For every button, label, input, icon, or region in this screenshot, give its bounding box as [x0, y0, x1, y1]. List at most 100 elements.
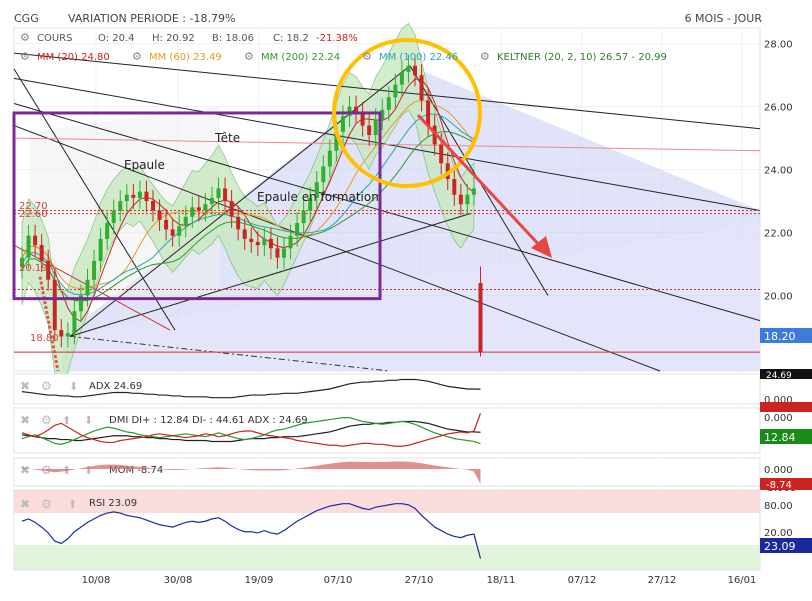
- rsi-tick-20: 20.00: [764, 528, 793, 539]
- pattern-frame: [12, 111, 382, 301]
- gear-icon[interactable]: ⚙: [41, 413, 52, 427]
- moving-average-line: [21, 131, 475, 302]
- highlight-circle: [332, 38, 482, 188]
- candle-body: [478, 282, 483, 353]
- candle-body: [164, 219, 169, 230]
- candle-body: [249, 238, 254, 242]
- rsi-label: RSI 23.09: [89, 498, 137, 509]
- candle-body: [288, 235, 293, 249]
- trend-line: [13, 125, 661, 372]
- candle-body: [216, 188, 221, 198]
- dotted-trend-line: [38, 276, 60, 372]
- candle-body: [78, 295, 83, 312]
- arrow-up-icon[interactable]: ⬆: [68, 498, 77, 511]
- candle-body: [209, 197, 214, 205]
- x-tick-label: 19/09: [245, 575, 274, 586]
- variation-label: VARIATION PERIODE : -18.79%: [68, 12, 235, 25]
- x-tick-label: 27/12: [648, 575, 677, 586]
- y-tick-label: 24.00: [764, 166, 793, 177]
- candle-body: [118, 201, 123, 211]
- rsi-tick-80: 80.00: [764, 501, 793, 512]
- annotation-epaule-formation: Epaule en formation: [257, 190, 379, 204]
- gear-icon[interactable]: ⚙: [41, 497, 52, 511]
- dmi-value-tag: 12.84: [764, 431, 796, 444]
- trend-line: [13, 137, 761, 152]
- legend-keltner: KELTNER (20, 2, 10) 26.57 - 20.99: [497, 52, 667, 63]
- mom-tick-0: 0.000: [764, 465, 793, 476]
- mom-panel: ✖ ⚙ ⬆ ⬇ MOM -8.74 0.000 -5.000 -8.74: [13, 457, 812, 494]
- period-label[interactable]: 6 MOIS - JOUR: [685, 12, 763, 25]
- candle-body: [26, 235, 31, 258]
- gear-icon[interactable]: ⚙: [362, 50, 372, 63]
- candle-body: [301, 210, 306, 224]
- legend-mm100: MM (100) 22.46: [379, 52, 458, 63]
- x-axis: 10/08 30/08 19/09 07/10 27/10 18/11 07/12 27/12…: [82, 575, 757, 586]
- gear-icon[interactable]: ⚙: [20, 31, 30, 44]
- main-y-axis: 20.00 22.00 24.00 26.00 28.00: [764, 40, 793, 303]
- gear-icon[interactable]: ⚙: [20, 50, 30, 63]
- candle-body: [340, 116, 345, 132]
- indicator-line: [21, 503, 482, 559]
- y-tick-label: 28.00: [764, 40, 793, 51]
- arrow-down-icon[interactable]: ⬇: [84, 464, 93, 477]
- candle-body: [439, 144, 444, 164]
- candle-body: [20, 257, 24, 268]
- candle-body: [268, 238, 273, 249]
- gear-icon[interactable]: ⚙: [41, 379, 52, 393]
- gear-icon[interactable]: ⚙: [132, 50, 142, 63]
- gear-icon[interactable]: ⚙: [480, 50, 490, 63]
- candle-body: [59, 330, 64, 337]
- x-tick-label: 07/12: [568, 575, 597, 586]
- candle-body: [354, 106, 359, 113]
- candle-body: [255, 241, 260, 246]
- rsi-value-tag: 23.09: [764, 540, 796, 553]
- indicator-line: [21, 413, 482, 447]
- adx-label: ADX 24.69: [89, 381, 142, 392]
- close-icon[interactable]: ✖: [20, 379, 30, 393]
- trend-line: [69, 213, 471, 337]
- candle-body: [465, 194, 470, 205]
- y-tick-label: 26.00: [764, 103, 793, 114]
- candle-body: [314, 182, 319, 198]
- ticker-label: CGG: [14, 12, 39, 25]
- close-icon[interactable]: ✖: [20, 497, 30, 511]
- candle-body: [308, 197, 313, 211]
- moving-average-line: [21, 78, 475, 322]
- legend-mm20: MM (20) 24.80: [37, 52, 110, 63]
- rsi-panel: ✖ ⚙ ⬆ RSI 23.09 80.00 20.00 23.09: [13, 489, 812, 571]
- y-tick-label: 20.00: [764, 291, 793, 302]
- candle-body: [426, 100, 431, 126]
- candle-body: [262, 238, 267, 246]
- candle-body: [321, 166, 326, 183]
- dotted-trend-line: [69, 335, 391, 372]
- candle-body: [295, 223, 300, 236]
- candle-body: [419, 75, 424, 101]
- x-tick-label: 27/10: [405, 575, 434, 586]
- legend-mm200: MM (200) 22.24: [261, 52, 340, 63]
- adx-panel: ✖ ⚙ ⬇ ADX 24.69 0.000 24.69: [13, 369, 812, 406]
- close-icon[interactable]: ✖: [20, 463, 30, 477]
- arrow-down-icon[interactable]: ⬇: [84, 414, 93, 427]
- legend-cours: COURS: [37, 33, 72, 44]
- momentum-area: [22, 461, 481, 484]
- candle-body: [367, 125, 372, 135]
- candle-body: [196, 207, 201, 211]
- price-tag: 18.20: [760, 328, 812, 343]
- candle-body: [170, 229, 175, 236]
- dmi-label: DMI DI+ : 12.84 DI- : 44.61 ADX : 24.69: [109, 415, 308, 426]
- arrow-up-icon[interactable]: ⬆: [62, 414, 71, 427]
- dmi-tick-0: 0.000: [764, 413, 793, 424]
- trend-arrow: [416, 113, 544, 250]
- arrow-down-icon[interactable]: ⬇: [69, 380, 78, 393]
- candle-body: [98, 238, 103, 261]
- candle-body: [183, 216, 188, 227]
- candle-body: [236, 216, 241, 230]
- candle-body: [52, 279, 57, 331]
- gear-icon[interactable]: ⚙: [244, 50, 254, 63]
- candle-body: [151, 201, 155, 211]
- candle-body: [46, 260, 51, 280]
- candle-body: [452, 179, 457, 195]
- close-icon[interactable]: ✖: [20, 413, 30, 427]
- candle-body: [85, 279, 90, 296]
